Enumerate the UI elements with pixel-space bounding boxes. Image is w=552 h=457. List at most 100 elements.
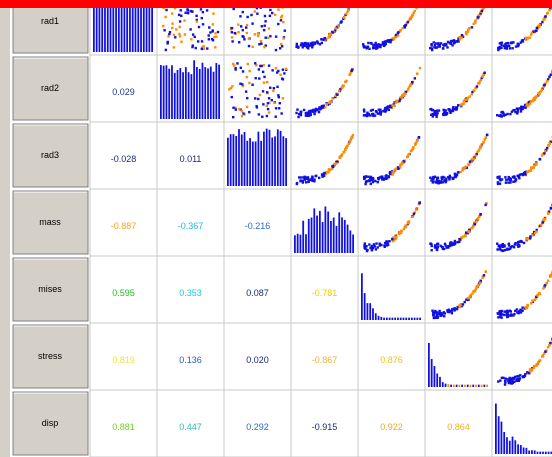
scatter-dot [430,43,433,46]
scatter-dot [429,107,432,111]
scatter-dot [508,379,511,382]
row-header [12,257,89,322]
scatter-dot [518,310,521,313]
scatter-dot [350,136,354,139]
scatter-dot [229,86,233,90]
scatter-dot [453,172,457,176]
cell [290,389,359,457]
scatter-dot [377,43,380,46]
scatter-dot [300,110,303,113]
scatter-dot [168,30,172,34]
scatter-dot [526,304,529,308]
histogram-bar [95,0,98,53]
scatter-dot [438,310,441,314]
scatter-dot [503,310,506,313]
scatter-dot [475,85,479,88]
scatter-dot [311,41,314,44]
scatter-dot [527,101,531,104]
scatter-dot [547,210,551,213]
scatter-dot [504,176,507,179]
scatter-dot [392,37,396,40]
scatter-dot [274,48,278,52]
scatter-dot [509,310,513,313]
scatter-dot [465,166,469,169]
histogram-bar [372,308,374,320]
scatter-dot [325,170,328,174]
scatter-dot [436,314,439,317]
scatter-dot [166,42,169,45]
scatter-dot [520,172,524,176]
scatter-dot [532,166,535,169]
scatter-dot [399,163,402,166]
scatter-dot [521,306,524,309]
scatter-dot [246,96,249,100]
scatter-dot [199,8,203,11]
scatter-dot [262,64,265,67]
scatter-dot [533,164,536,167]
scatter-dot [534,96,537,99]
scatter-dot [453,309,456,312]
histogram-bar [106,6,109,52]
scatter-dot [362,43,365,46]
scatter-dot [173,6,177,10]
histogram-bar [263,131,265,186]
scatter-dot [445,42,448,46]
scatter-dot [508,47,512,50]
scatter-dot [263,24,266,27]
scatter-dot [297,45,300,48]
histogram-bar [171,65,173,119]
scatter-dot [430,244,433,248]
scatter-dot [263,14,267,18]
scatter-dot [239,82,242,85]
scatter-dot [307,180,310,184]
scatter-dot [178,25,181,29]
scatter-dot [321,38,324,41]
scatter-dot [456,171,460,174]
histogram-bar [433,366,436,387]
scatter-dot [407,152,411,156]
scatter-dot [449,111,452,114]
scatter-dot [230,31,234,34]
scatter-dot [407,86,411,89]
histogram-bar [458,384,461,387]
scatter-dot [379,108,382,112]
histogram-bar [193,60,196,119]
scatter-dot [309,111,312,114]
scatter-dot [519,106,523,110]
scatter-dot [241,70,245,73]
scatter-dot [529,168,533,172]
scatter-dot [480,144,483,147]
scatter-dot [211,30,214,33]
scatter-dot [433,113,437,116]
scatter-dot [514,110,517,114]
scatter-dot [366,114,370,117]
scatter-dot [529,236,532,239]
scatter-dot [210,37,214,41]
scatter-dot [274,35,278,38]
scatter-dot [431,309,434,312]
histogram-bar [294,235,296,253]
scatter-dot [250,13,253,17]
histogram-bar [279,130,282,186]
scatter-dot [383,177,386,180]
scatter-dot [372,114,375,118]
scatter-dot [477,283,480,287]
scatter-dot [435,245,438,249]
scatter-dot [450,39,454,43]
cell [357,389,426,457]
scatter-dot [509,112,512,116]
scatter-dot [329,168,332,172]
scatter-dot [297,112,301,116]
histogram-bar [399,317,402,320]
histogram-bar [204,67,207,119]
scatter-dot [505,42,508,45]
scatter-dot [448,41,451,45]
scatter-dot [394,101,398,104]
scatter-dot [318,106,321,109]
scatter-dot [435,176,439,180]
scatter-dot [413,77,417,80]
scatter-dot [375,111,378,114]
histogram-bar [162,65,165,119]
scatter-dot [522,241,526,245]
scatter-dot [366,45,370,48]
